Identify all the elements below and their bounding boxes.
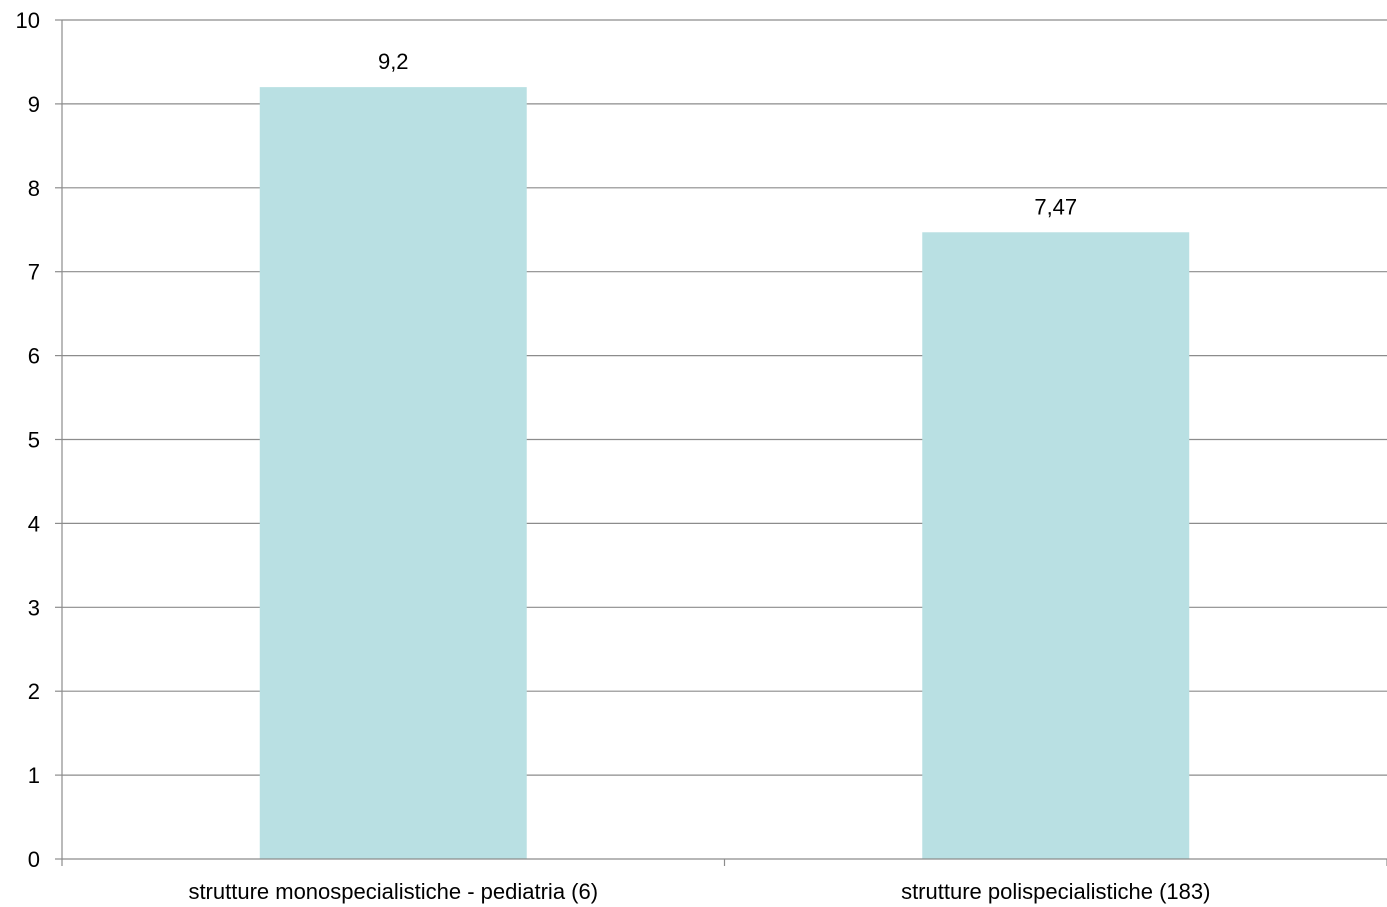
- x-category-label: strutture monospecialistiche - pediatria…: [188, 879, 598, 904]
- y-tick-label: 7: [28, 260, 40, 285]
- y-tick-label: 2: [28, 679, 40, 704]
- bar: [259, 87, 527, 860]
- data-label: 9,2: [378, 49, 409, 74]
- y-tick-label: 6: [28, 344, 40, 369]
- y-tick-label: 5: [28, 428, 40, 453]
- y-tick-label: 1: [28, 763, 40, 788]
- bars: [259, 87, 1190, 860]
- y-tick-label: 10: [16, 8, 40, 33]
- axes: [55, 19, 1387, 866]
- y-tick-label: 9: [28, 92, 40, 117]
- y-tick-label: 0: [28, 847, 40, 872]
- y-tick-label: 8: [28, 176, 40, 201]
- data-label: 7,47: [1034, 194, 1077, 219]
- y-tick-label: 3: [28, 595, 40, 620]
- labels: 0 1 2 3 4 5 6 7 8 9 10 9,2 strutture monospecialisti…: [16, 8, 1211, 904]
- y-tick-label: 4: [28, 511, 40, 536]
- x-category-label: strutture polispecialistiche (183): [901, 879, 1210, 904]
- bar: [922, 232, 1190, 860]
